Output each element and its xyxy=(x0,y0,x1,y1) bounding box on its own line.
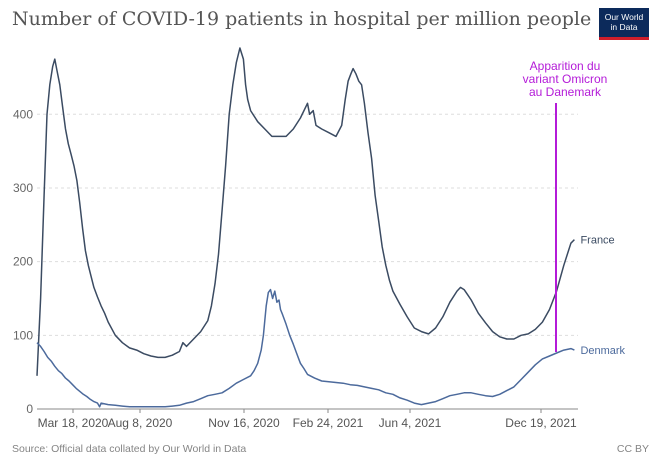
owid-logo[interactable]: Our World in Data xyxy=(599,8,649,40)
x-tick-label: Nov 16, 2020 xyxy=(208,416,280,430)
series-line-denmark[interactable] xyxy=(36,288,575,408)
annotation-text: Apparition du xyxy=(530,59,601,73)
y-tick-labels: 0 100 200 300 400 xyxy=(13,107,33,416)
y-tick-label: 100 xyxy=(13,328,33,342)
x-tick-label: Aug 8, 2020 xyxy=(108,416,173,430)
x-tick-labels: Mar 18, 2020 Aug 8, 2020 Nov 16, 2020 Feb 2… xyxy=(38,409,577,430)
logo-line-1: Our World xyxy=(604,12,644,22)
y-tick-label: 200 xyxy=(13,255,33,269)
y-tick-label: 0 xyxy=(26,402,33,416)
series-lines: France Denmark xyxy=(36,47,626,408)
x-tick-label: Dec 19, 2021 xyxy=(505,416,577,430)
y-tick-label: 400 xyxy=(13,107,33,121)
series-label-france: France xyxy=(580,235,614,247)
x-tick-label: Mar 18, 2020 xyxy=(38,416,109,430)
x-tick-label: Jun 4, 2021 xyxy=(379,416,442,430)
logo-line-2: in Data xyxy=(610,22,638,32)
source-note: Source: Official data collated by Our Wo… xyxy=(12,443,247,455)
series-label-denmark: Denmark xyxy=(580,345,625,357)
chart-title: Number of COVID-19 patients in hospital … xyxy=(12,8,592,30)
series-line-france[interactable] xyxy=(36,47,575,376)
annotation-text: variant Omicron xyxy=(523,72,608,86)
x-tick-label: Feb 24, 2021 xyxy=(293,416,364,430)
grid xyxy=(37,113,578,410)
logo-accent-bar xyxy=(599,37,649,40)
y-tick-label: 300 xyxy=(13,181,33,195)
annotation-text: au Danemark xyxy=(529,85,602,99)
license: CC BY xyxy=(616,443,649,455)
